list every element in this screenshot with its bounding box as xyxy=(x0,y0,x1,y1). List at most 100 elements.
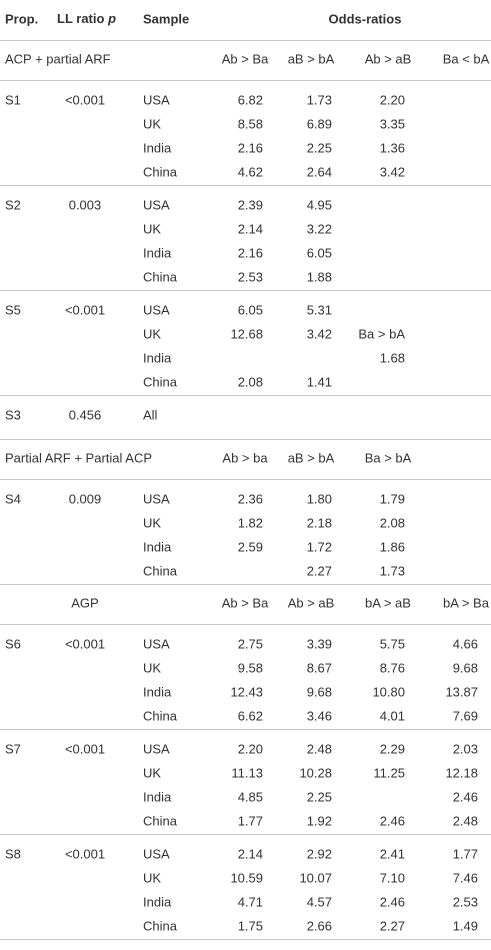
cell: 1.72 xyxy=(307,539,332,554)
cell: Ba > bA xyxy=(358,326,405,341)
sample: USA xyxy=(143,92,170,107)
column-header: Ba < bA xyxy=(443,51,490,66)
cell: 1.77 xyxy=(238,813,263,828)
cell: 3.46 xyxy=(307,708,332,723)
cell: 3.39 xyxy=(307,636,332,651)
cell: 1.73 xyxy=(380,563,405,578)
cell: 3.35 xyxy=(380,116,405,131)
sample: UK xyxy=(143,660,161,675)
sample: China xyxy=(143,708,178,723)
cell: 3.42 xyxy=(380,164,405,179)
cell: 1.75 xyxy=(238,918,263,933)
sample: China xyxy=(143,374,178,389)
sample: UK xyxy=(143,765,161,780)
cell: 6.05 xyxy=(238,302,263,317)
cell: 2.27 xyxy=(380,918,405,933)
cell: 2.08 xyxy=(238,374,263,389)
cell: 8.58 xyxy=(238,116,263,131)
column-header: Ab > Ba xyxy=(222,51,269,66)
cell: 1.92 xyxy=(307,813,332,828)
cell: 2.18 xyxy=(307,515,332,530)
cell: 9.58 xyxy=(238,660,263,675)
header-sample: Sample xyxy=(143,11,189,26)
cell: 1.80 xyxy=(307,491,332,506)
cell: 7.69 xyxy=(453,708,478,723)
sample: USA xyxy=(143,302,170,317)
section-title: AGP xyxy=(71,595,98,610)
cell: 8.76 xyxy=(380,660,405,675)
cell: 2.48 xyxy=(453,813,478,828)
cell: 2.20 xyxy=(380,92,405,107)
cell: 4.66 xyxy=(453,636,478,651)
cell: 1.86 xyxy=(380,539,405,554)
sample: India xyxy=(143,684,172,699)
cell: 12.18 xyxy=(445,765,478,780)
cell: 4.71 xyxy=(238,894,263,909)
cell: 9.68 xyxy=(453,660,478,675)
header-prop: Prop. xyxy=(5,11,38,26)
sample: India xyxy=(143,140,172,155)
header-ll-ratio-text: LL ratio xyxy=(57,11,104,26)
cell: 2.39 xyxy=(238,197,263,212)
column-header: Ab > aB xyxy=(365,51,412,66)
cell: 2.41 xyxy=(380,846,405,861)
p-value: 0.456 xyxy=(69,407,102,422)
cell: 10.80 xyxy=(372,684,405,699)
cell: 11.25 xyxy=(373,765,405,780)
column-header: Ab > aB xyxy=(288,595,335,610)
cell: 10.07 xyxy=(299,870,332,885)
cell: 2.03 xyxy=(453,741,478,756)
cell: 13.87 xyxy=(445,684,478,699)
sample: China xyxy=(143,918,178,933)
p-value: <0.001 xyxy=(65,741,105,756)
p-value: <0.001 xyxy=(65,92,105,107)
header-odds: Odds-ratios xyxy=(329,11,402,26)
sample: USA xyxy=(143,491,170,506)
cell: 4.85 xyxy=(238,789,263,804)
cell: 4.62 xyxy=(238,164,263,179)
cell: 2.14 xyxy=(238,846,263,861)
sample: USA xyxy=(143,741,170,756)
cell: 1.41 xyxy=(307,374,332,389)
cell: 2.59 xyxy=(238,539,263,554)
sample: China xyxy=(143,563,178,578)
prop: S2 xyxy=(5,197,21,212)
cell: 2.20 xyxy=(238,741,263,756)
cell: 2.53 xyxy=(238,269,263,284)
cell: 5.31 xyxy=(307,302,332,317)
cell: 6.62 xyxy=(238,708,263,723)
sample: China xyxy=(143,813,178,828)
cell: 2.66 xyxy=(307,918,332,933)
cell: 4.01 xyxy=(380,708,405,723)
p-value: <0.001 xyxy=(65,636,105,651)
cell: 5.75 xyxy=(380,636,405,651)
prop: S5 xyxy=(5,302,21,317)
prop: S6 xyxy=(5,636,21,651)
cell: 2.16 xyxy=(238,140,263,155)
cell: 1.49 xyxy=(453,918,478,933)
cell: 2.75 xyxy=(238,636,263,651)
sample: China xyxy=(143,164,178,179)
cell: 3.22 xyxy=(307,221,332,236)
p-value: 0.009 xyxy=(69,491,102,506)
cell: 6.05 xyxy=(307,245,332,260)
cell: 2.53 xyxy=(453,894,478,909)
column-header: Ab > Ba xyxy=(222,595,269,610)
sample: India xyxy=(143,245,172,260)
prop: S1 xyxy=(5,92,21,107)
cell: 11.13 xyxy=(231,765,263,780)
column-header: aB > bA xyxy=(288,450,335,465)
cell: 12.43 xyxy=(230,684,263,699)
cell: 2.27 xyxy=(307,563,332,578)
sample: All xyxy=(143,407,158,422)
cell: 7.10 xyxy=(380,870,405,885)
sample: UK xyxy=(143,515,161,530)
section-title: ACP + partial ARF xyxy=(5,51,111,66)
cell: 2.46 xyxy=(380,894,405,909)
cell: 1.79 xyxy=(380,491,405,506)
cell: 1.73 xyxy=(307,92,332,107)
sample: India xyxy=(143,789,172,804)
sample: USA xyxy=(143,636,170,651)
prop: S3 xyxy=(5,407,21,422)
sample: UK xyxy=(143,326,161,341)
